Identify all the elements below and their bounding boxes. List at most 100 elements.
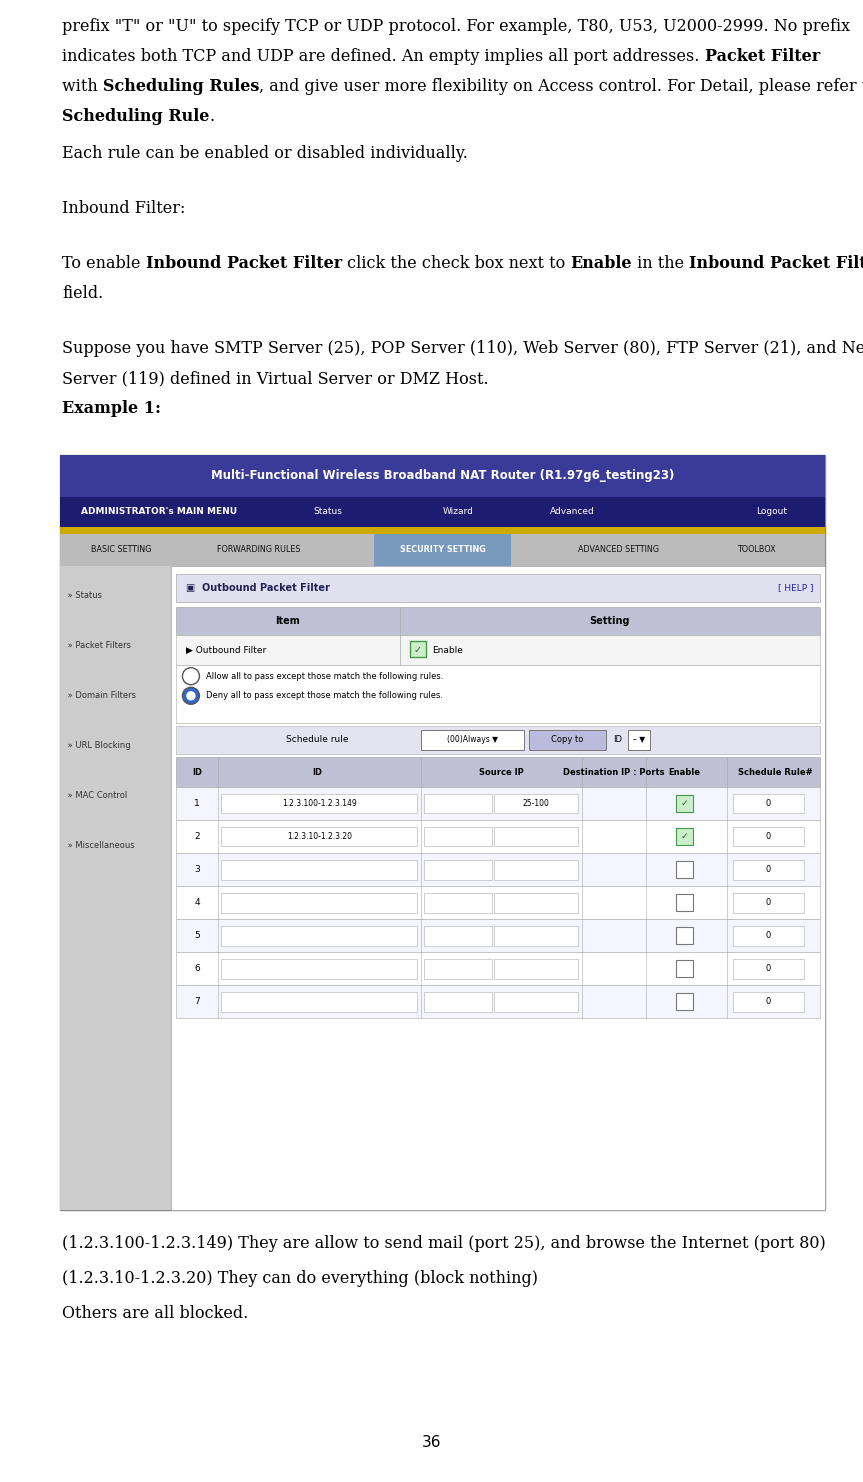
Text: Status: Status bbox=[313, 507, 343, 517]
Bar bbox=[424, 991, 492, 1012]
Bar bbox=[60, 496, 825, 528]
Text: To enable: To enable bbox=[62, 255, 146, 273]
Text: in the: in the bbox=[632, 255, 689, 273]
Text: Inbound Packet Filter: Inbound Packet Filter bbox=[689, 255, 863, 273]
Bar bbox=[733, 892, 803, 913]
Text: Wizard: Wizard bbox=[443, 507, 473, 517]
Bar bbox=[176, 919, 820, 951]
Text: 1: 1 bbox=[194, 799, 200, 808]
Text: Source IP: Source IP bbox=[479, 768, 524, 777]
Bar bbox=[733, 827, 803, 846]
Text: 3: 3 bbox=[194, 865, 200, 874]
Text: » Status: » Status bbox=[65, 591, 102, 600]
Text: Destination IP : Ports: Destination IP : Ports bbox=[564, 768, 665, 777]
Bar bbox=[176, 787, 820, 820]
Text: .: . bbox=[210, 108, 215, 124]
Bar bbox=[176, 608, 820, 634]
Text: » MAC Control: » MAC Control bbox=[65, 791, 127, 800]
Text: (00)Always ▼: (00)Always ▼ bbox=[447, 735, 498, 744]
Bar bbox=[676, 827, 693, 845]
Text: – ▼: – ▼ bbox=[633, 735, 645, 744]
Bar bbox=[676, 993, 693, 1009]
Text: Enable: Enable bbox=[669, 768, 701, 777]
Bar bbox=[733, 959, 803, 978]
Bar bbox=[733, 991, 803, 1012]
Text: Inbound Packet Filter: Inbound Packet Filter bbox=[146, 255, 342, 273]
Text: indicates both TCP and UDP are defined. An empty implies all port addresses.: indicates both TCP and UDP are defined. … bbox=[62, 47, 704, 65]
Bar bbox=[424, 827, 492, 846]
Bar bbox=[374, 534, 512, 566]
Bar bbox=[221, 892, 418, 913]
Text: (1.2.3.100-1.2.3.149) They are allow to send mail (port 25), and browse the Inte: (1.2.3.100-1.2.3.149) They are allow to … bbox=[62, 1235, 826, 1252]
Text: Inbound Filter:: Inbound Filter: bbox=[62, 200, 186, 216]
Bar bbox=[494, 959, 578, 978]
Text: FORWARDING RULES: FORWARDING RULES bbox=[217, 545, 300, 554]
Bar bbox=[221, 793, 418, 814]
Bar bbox=[221, 860, 418, 879]
Text: , and give user more flexibility on Access control. For Detail, please refer to: , and give user more flexibility on Acce… bbox=[259, 79, 863, 95]
Bar bbox=[60, 566, 171, 1209]
Bar bbox=[424, 892, 492, 913]
Text: Advanced: Advanced bbox=[551, 507, 595, 517]
Text: 0: 0 bbox=[765, 799, 771, 808]
Text: prefix "T" or "U" to specify TCP or UDP protocol. For example, T80, U53, U2000-2: prefix "T" or "U" to specify TCP or UDP … bbox=[62, 18, 850, 36]
Text: 36: 36 bbox=[422, 1435, 441, 1449]
Bar bbox=[176, 634, 820, 665]
Bar bbox=[494, 892, 578, 913]
Text: 0: 0 bbox=[765, 963, 771, 974]
Text: 0: 0 bbox=[765, 997, 771, 1006]
Bar bbox=[60, 455, 825, 496]
Bar bbox=[221, 925, 418, 946]
Text: [ HELP ]: [ HELP ] bbox=[778, 584, 813, 593]
Text: 2: 2 bbox=[194, 831, 200, 840]
Text: Example 1:: Example 1: bbox=[62, 400, 161, 416]
Text: 1.2.3.10-1.2.3.20: 1.2.3.10-1.2.3.20 bbox=[287, 831, 352, 840]
Bar bbox=[171, 566, 825, 1209]
Text: ▣  Outbound Packet Filter: ▣ Outbound Packet Filter bbox=[186, 582, 330, 593]
Bar bbox=[676, 894, 693, 910]
Bar bbox=[494, 827, 578, 846]
Text: (1.2.3.10-1.2.3.20) They can do everything (block nothing): (1.2.3.10-1.2.3.20) They can do everythi… bbox=[62, 1270, 538, 1286]
Text: 7: 7 bbox=[194, 997, 200, 1006]
Text: Item: Item bbox=[275, 617, 300, 625]
Text: Schedule Rule#: Schedule Rule# bbox=[738, 768, 812, 777]
Bar bbox=[176, 951, 820, 986]
Text: click the check box next to: click the check box next to bbox=[342, 255, 570, 273]
Bar bbox=[494, 991, 578, 1012]
Text: 25-100: 25-100 bbox=[523, 799, 550, 808]
Text: ID: ID bbox=[613, 735, 622, 744]
Bar bbox=[529, 731, 606, 750]
Text: 4: 4 bbox=[194, 898, 200, 907]
Text: field.: field. bbox=[62, 285, 104, 302]
Text: Copy to: Copy to bbox=[551, 735, 583, 744]
Text: ✓: ✓ bbox=[413, 645, 422, 655]
Bar bbox=[676, 959, 693, 977]
Bar bbox=[176, 574, 820, 602]
Text: Each rule can be enabled or disabled individually.: Each rule can be enabled or disabled ind… bbox=[62, 145, 468, 162]
Bar bbox=[494, 925, 578, 946]
Text: SECURITY SETTING: SECURITY SETTING bbox=[400, 545, 485, 554]
Bar bbox=[60, 455, 825, 1209]
Text: » Packet Filters: » Packet Filters bbox=[65, 642, 131, 651]
Text: Server (119) defined in Virtual Server or DMZ Host.: Server (119) defined in Virtual Server o… bbox=[62, 370, 488, 387]
Bar bbox=[176, 820, 820, 854]
Bar bbox=[424, 925, 492, 946]
Text: Scheduling Rule: Scheduling Rule bbox=[62, 108, 210, 124]
Bar bbox=[628, 731, 650, 750]
Bar bbox=[221, 991, 418, 1012]
Text: Suppose you have SMTP Server (25), POP Server (110), Web Server (80), FTP Server: Suppose you have SMTP Server (25), POP S… bbox=[62, 339, 863, 357]
Circle shape bbox=[182, 688, 199, 704]
Text: TOOLBOX: TOOLBOX bbox=[737, 545, 776, 554]
Bar bbox=[176, 854, 820, 886]
Bar bbox=[494, 860, 578, 879]
Text: 6: 6 bbox=[194, 963, 200, 974]
Bar bbox=[733, 793, 803, 814]
Text: with: with bbox=[62, 79, 103, 95]
Circle shape bbox=[182, 668, 199, 685]
Text: Deny all to pass except those match the following rules.: Deny all to pass except those match the … bbox=[206, 691, 443, 701]
Bar bbox=[676, 926, 693, 944]
Bar bbox=[176, 886, 820, 919]
Text: Others are all blocked.: Others are all blocked. bbox=[62, 1306, 249, 1322]
Bar bbox=[60, 528, 825, 534]
Text: Multi-Functional Wireless Broadband NAT Router (R1.97g6_testing23): Multi-Functional Wireless Broadband NAT … bbox=[211, 470, 674, 483]
